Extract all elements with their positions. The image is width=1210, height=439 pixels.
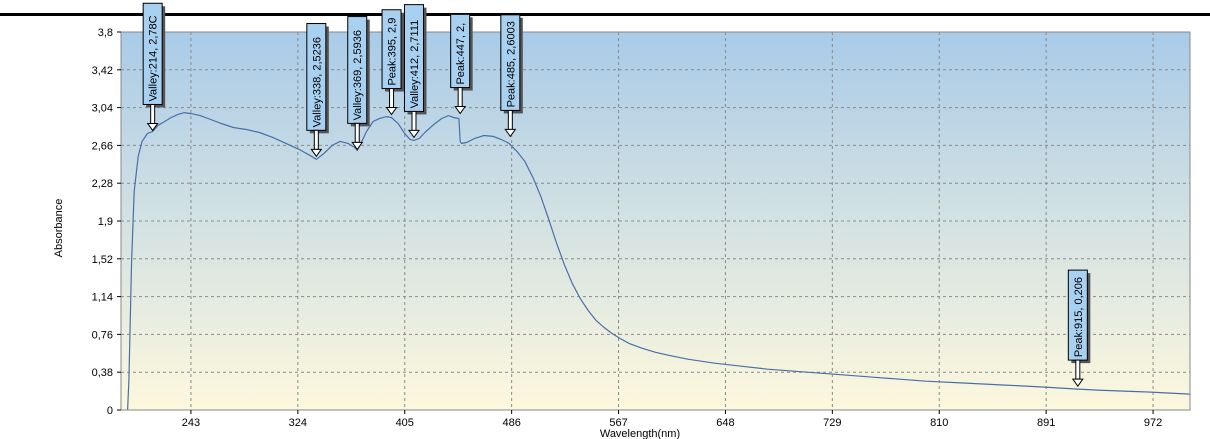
y-tick-label: 2,28 — [92, 178, 113, 190]
x-tick-label: 972 — [1144, 417, 1162, 429]
y-tick-label: 1,14 — [92, 292, 113, 304]
x-tick-label: 648 — [716, 417, 734, 429]
label-text: Peak:485, 2,6003 — [505, 21, 517, 107]
label-arrow-head — [454, 106, 467, 115]
y-tick-label: 0 — [107, 405, 113, 417]
x-tick-label: 486 — [502, 417, 520, 429]
y-tick-label: 0,76 — [92, 329, 113, 341]
peak-annotations: Valley:214, 2,78C Valley:338, 2,5236 Valle… — [142, 2, 1091, 387]
label-arrow-shaft — [150, 103, 156, 124]
label-text: Valley:412, 2,7111 — [409, 20, 421, 109]
y-tick-label: 3,42 — [92, 65, 113, 77]
spectrum-line — [127, 111, 1190, 410]
peak-label: Peak:395, 2,9 — [381, 9, 405, 116]
peak-label: Valley:338, 2,5236 — [306, 23, 329, 158]
label-arrow-head — [351, 141, 364, 151]
top-rule — [0, 13, 1210, 16]
label-arrow-head — [1071, 378, 1084, 387]
label-arrow-shaft — [507, 109, 513, 130]
label-arrow-shaft — [1075, 359, 1081, 380]
x-tick-label: 243 — [182, 417, 200, 429]
label-arrow-head — [310, 148, 323, 158]
peak-label: Valley:214, 2,78C — [142, 2, 166, 132]
spectrum-series — [127, 111, 1190, 410]
label-text: Valley:338, 2,5236 — [311, 37, 323, 127]
y-axis-title: Absorbance — [53, 199, 65, 258]
x-tick-label: 810 — [930, 417, 948, 429]
y-tick-label: 2,66 — [92, 140, 113, 152]
x-tick-label: 567 — [609, 417, 627, 429]
label-text: Peak:447, 2, — [455, 23, 467, 85]
y-tick-label: 3,04 — [92, 103, 113, 115]
axis-ticks: 0 0,38 0,76 1,14 1,52 1,9 2,28 2,66 3,04 3,42 3,8 2… — [92, 27, 1163, 429]
x-tick-label: 891 — [1037, 417, 1055, 429]
label-text: Peak:395, 2,9 — [387, 18, 399, 86]
y-tick-label: 3,8 — [98, 27, 113, 39]
label-arrow-head — [504, 128, 517, 138]
x-tick-label: 729 — [823, 417, 841, 429]
x-tick-label: 324 — [289, 417, 307, 429]
label-text: Peak:915, 0,206 — [1073, 277, 1085, 357]
peak-label: Peak:447, 2, — [450, 13, 473, 115]
label-arrow-shaft — [354, 122, 360, 143]
peak-label: Peak:485, 2,6003 — [500, 14, 523, 138]
peak-label: Valley:412, 2,7111 — [403, 4, 427, 139]
y-tick-label: 1,52 — [92, 254, 113, 266]
label-text: Valley:369, 2,5936 — [352, 30, 364, 120]
label-arrow-head — [385, 107, 398, 116]
label-arrow-head — [408, 129, 420, 139]
peak-label: Valley:369, 2,5936 — [347, 16, 370, 151]
x-axis-title: Wavelength(nm) — [600, 428, 680, 439]
y-tick-label: 1,9 — [98, 216, 113, 228]
label-arrow-shaft — [411, 110, 417, 131]
y-tick-label: 0,38 — [92, 367, 113, 379]
label-text: Valley:214, 2,78C — [148, 15, 160, 101]
label-arrow-shaft — [457, 87, 463, 108]
peak-label: Peak:915, 0,206 — [1067, 269, 1091, 387]
label-arrow-head — [146, 122, 159, 132]
label-arrow-shaft — [389, 88, 395, 109]
x-tick-label: 405 — [396, 417, 414, 429]
label-arrow-shaft — [313, 129, 319, 150]
